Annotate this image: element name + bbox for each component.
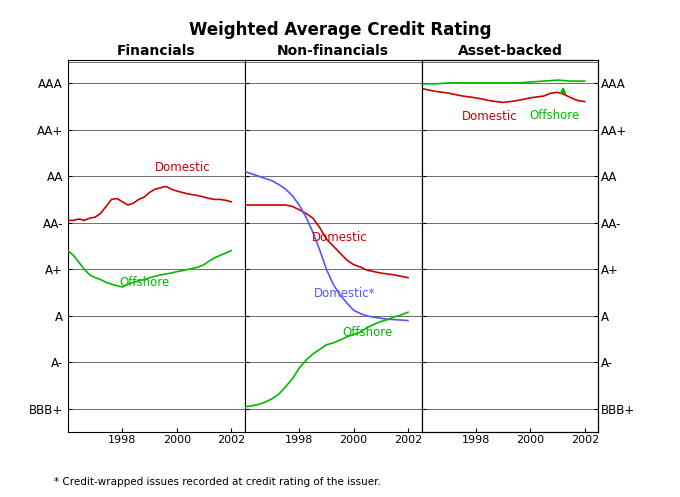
Text: Weighted Average Credit Rating: Weighted Average Credit Rating	[189, 21, 491, 39]
Title: Asset-backed: Asset-backed	[458, 44, 562, 59]
Text: Offshore: Offshore	[529, 108, 579, 122]
Title: Financials: Financials	[117, 44, 196, 59]
Text: Domestic: Domestic	[154, 161, 210, 174]
Text: Domestic*: Domestic*	[314, 287, 375, 300]
Text: Offshore: Offshore	[119, 276, 169, 289]
Title: Non-financials: Non-financials	[277, 44, 389, 59]
Text: Domestic: Domestic	[462, 110, 517, 123]
Text: * Credit-wrapped issues recorded at credit rating of the issuer.: * Credit-wrapped issues recorded at cred…	[54, 477, 381, 487]
Text: Offshore: Offshore	[342, 326, 392, 339]
Text: Domestic: Domestic	[312, 231, 368, 244]
